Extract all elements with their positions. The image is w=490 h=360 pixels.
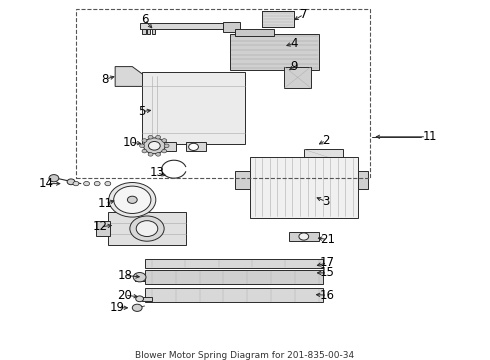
Circle shape	[49, 175, 59, 182]
Text: 13: 13	[149, 166, 164, 179]
Text: 10: 10	[122, 136, 137, 149]
Circle shape	[162, 139, 167, 142]
Circle shape	[156, 153, 161, 156]
Circle shape	[94, 181, 100, 186]
Polygon shape	[140, 23, 235, 29]
Polygon shape	[235, 171, 250, 189]
Circle shape	[73, 181, 79, 186]
Polygon shape	[235, 29, 274, 36]
Polygon shape	[145, 288, 323, 302]
Polygon shape	[147, 29, 150, 34]
Circle shape	[136, 296, 144, 302]
Polygon shape	[284, 67, 311, 88]
Polygon shape	[142, 29, 146, 34]
Text: 6: 6	[141, 13, 148, 26]
Text: 2: 2	[322, 134, 330, 147]
Circle shape	[127, 196, 137, 203]
Text: 20: 20	[118, 289, 132, 302]
Text: 15: 15	[320, 266, 335, 279]
Circle shape	[148, 153, 153, 156]
Text: 11: 11	[98, 197, 113, 210]
Circle shape	[299, 233, 309, 240]
Polygon shape	[152, 29, 155, 34]
Circle shape	[114, 186, 151, 213]
Text: 9: 9	[290, 60, 298, 73]
Circle shape	[130, 216, 164, 241]
Text: 12: 12	[93, 220, 108, 233]
Text: 17: 17	[320, 256, 335, 269]
Circle shape	[84, 181, 90, 186]
Text: 19: 19	[110, 301, 125, 314]
Text: 1: 1	[429, 130, 436, 143]
Polygon shape	[96, 221, 110, 236]
Circle shape	[142, 139, 147, 142]
Circle shape	[189, 143, 198, 150]
Polygon shape	[304, 149, 343, 162]
Circle shape	[162, 149, 167, 153]
Polygon shape	[108, 212, 186, 245]
Circle shape	[140, 144, 145, 148]
Circle shape	[164, 144, 169, 148]
Text: Blower Motor Spring Diagram for 201-835-00-34: Blower Motor Spring Diagram for 201-835-…	[135, 351, 355, 360]
Polygon shape	[157, 142, 176, 151]
Circle shape	[105, 181, 111, 186]
Text: 1: 1	[422, 130, 430, 143]
Polygon shape	[223, 22, 240, 32]
Text: 4: 4	[290, 37, 298, 50]
Circle shape	[148, 141, 160, 150]
Polygon shape	[145, 259, 323, 268]
Bar	[76, 9, 370, 178]
Polygon shape	[142, 297, 152, 301]
Circle shape	[136, 221, 158, 237]
Polygon shape	[230, 34, 318, 70]
Circle shape	[133, 273, 146, 282]
Polygon shape	[145, 270, 323, 284]
Text: 14: 14	[39, 177, 54, 190]
Circle shape	[142, 149, 147, 153]
Polygon shape	[186, 142, 206, 151]
Polygon shape	[115, 67, 145, 86]
Circle shape	[132, 304, 142, 311]
Text: 8: 8	[101, 73, 109, 86]
Circle shape	[156, 135, 161, 139]
Text: 7: 7	[300, 8, 308, 21]
Circle shape	[67, 179, 75, 185]
Text: 16: 16	[320, 289, 335, 302]
Polygon shape	[142, 72, 245, 144]
Polygon shape	[289, 232, 318, 241]
Polygon shape	[358, 171, 368, 189]
Circle shape	[144, 138, 165, 154]
Text: 3: 3	[322, 195, 330, 208]
Text: 5: 5	[138, 105, 146, 118]
Bar	[250, 157, 358, 218]
Polygon shape	[135, 274, 145, 281]
Text: 21: 21	[320, 233, 335, 246]
Circle shape	[109, 183, 156, 217]
Polygon shape	[262, 11, 294, 27]
Circle shape	[148, 135, 153, 139]
Text: 18: 18	[118, 269, 132, 282]
